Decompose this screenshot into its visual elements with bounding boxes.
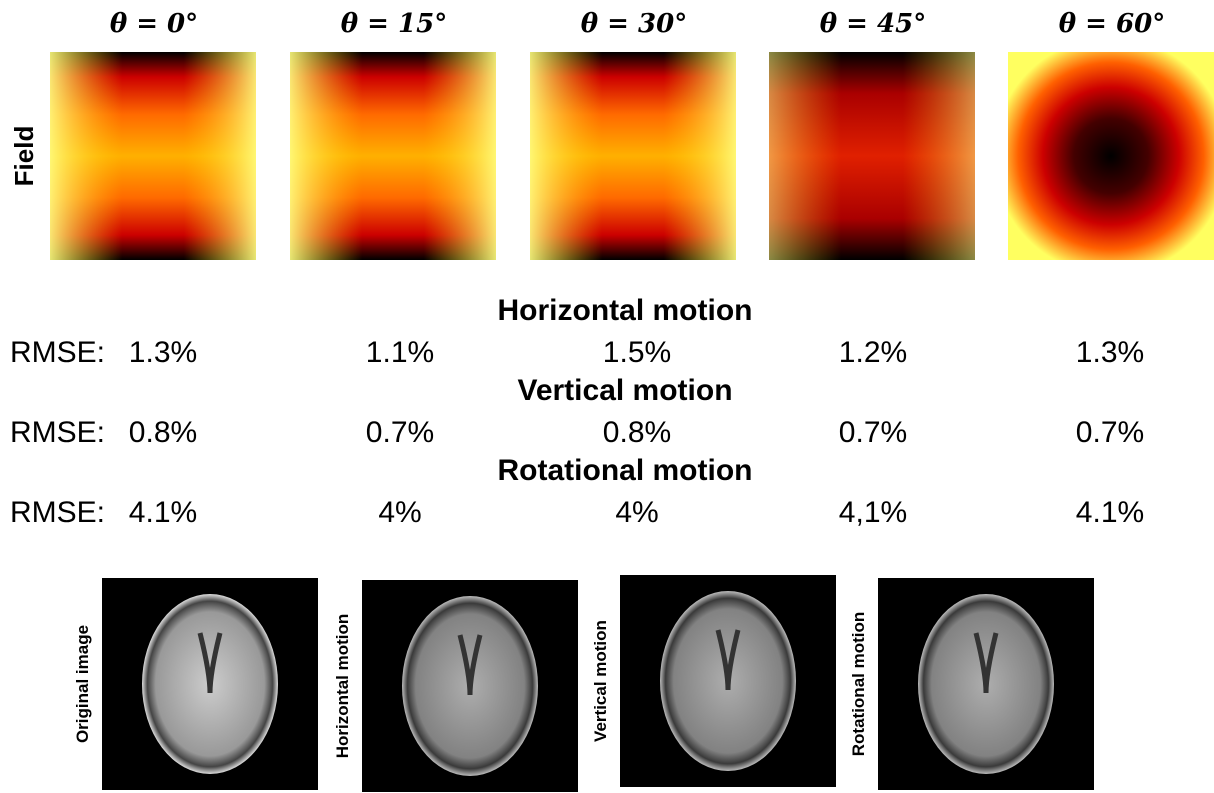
rmse-value: 4.1% [1076, 496, 1144, 529]
rmse-value: 4% [615, 496, 658, 529]
section-title: Vertical motion [517, 374, 732, 407]
figure: Field θ = 0° θ = 15° θ = 30° θ = 45° θ = 60°… [0, 0, 1214, 793]
rmse-value: 4% [378, 496, 421, 529]
field-map-overlay [769, 52, 975, 260]
column-header: θ = 45° [820, 9, 926, 39]
section-title: Rotational motion [498, 454, 753, 487]
column-header: θ = 0° [110, 9, 198, 39]
rmse-value: 4.1% [129, 496, 197, 529]
image-label: Horizontal motion [333, 614, 352, 758]
rmse-value: 4,1% [839, 496, 907, 529]
rmse-value: 1.1% [366, 336, 434, 369]
rmse-value: 1.3% [1076, 336, 1144, 369]
rmse-label: RMSE: [10, 336, 105, 369]
rmse-label: RMSE: [10, 496, 105, 529]
rmse-value: 0.7% [1076, 416, 1144, 449]
field-map-overlay [50, 52, 256, 260]
rmse-value: 0.8% [129, 416, 197, 449]
row-label: Field [9, 126, 39, 187]
rmse-label: RMSE: [10, 416, 105, 449]
field-map-overlay [530, 52, 736, 260]
image-label: Rotational motion [849, 612, 868, 756]
page: Field θ = 0° θ = 15° θ = 30° θ = 45° θ = 60°… [0, 0, 1214, 793]
field-map [1008, 52, 1214, 260]
rmse-value: 0.7% [366, 416, 434, 449]
rmse-value: 1.3% [129, 336, 197, 369]
column-header: θ = 60° [1059, 9, 1165, 39]
field-map-overlay [290, 52, 496, 260]
column-header: θ = 15° [341, 9, 447, 39]
rmse-value: 1.2% [839, 336, 907, 369]
column-header: θ = 30° [581, 9, 687, 39]
section-title: Horizontal motion [498, 294, 753, 327]
rmse-value: 1.5% [603, 336, 671, 369]
rmse-value: 0.8% [603, 416, 671, 449]
image-label: Vertical motion [591, 620, 610, 742]
rmse-value: 0.7% [839, 416, 907, 449]
image-label: Original image [73, 625, 92, 743]
